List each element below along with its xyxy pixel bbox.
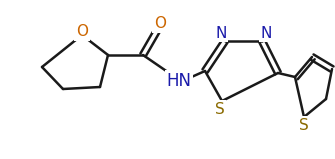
Text: O: O	[76, 24, 88, 39]
Text: S: S	[299, 118, 309, 132]
Text: HN: HN	[166, 72, 192, 90]
Text: S: S	[215, 101, 225, 117]
Text: N: N	[215, 25, 227, 41]
Text: N: N	[260, 25, 272, 41]
Text: O: O	[154, 17, 166, 31]
